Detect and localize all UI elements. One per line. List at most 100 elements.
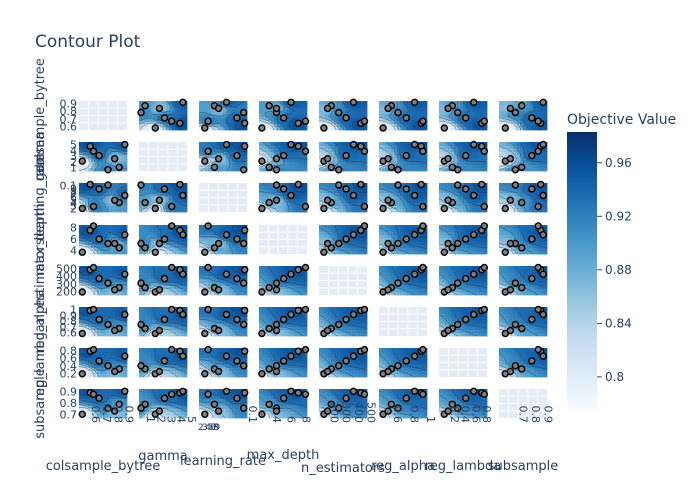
- contour-cell: [280, 110, 284, 115]
- contour-cell: [148, 192, 152, 197]
- contour-cell: [223, 250, 227, 255]
- contour-cell: [184, 113, 188, 118]
- trial-marker: [78, 288, 87, 296]
- contour-cell: [544, 113, 548, 118]
- contour-cell: [457, 199, 461, 203]
- contour-cell: [463, 101, 467, 105]
- trial-marker: [294, 142, 302, 151]
- contour-cell: [163, 205, 167, 210]
- contour-cell: [529, 142, 533, 146]
- contour-cell: [508, 145, 512, 149]
- contour-cell: [532, 126, 536, 131]
- contour-cell: [184, 110, 188, 115]
- contour-cell: [334, 205, 338, 210]
- contour-cell: [346, 161, 350, 165]
- contour-cell: [466, 120, 470, 124]
- contour-cell: [355, 208, 359, 213]
- contour-cell: [484, 154, 488, 159]
- trial-marker: [121, 140, 129, 149]
- contour-cell: [169, 110, 173, 115]
- contour-cell: [211, 126, 215, 131]
- contour-cell: [499, 237, 503, 242]
- contour-cell: [172, 275, 176, 280]
- contour-cell: [412, 202, 416, 206]
- contour-cell: [523, 126, 527, 131]
- contour-cell: [151, 275, 155, 280]
- contour-cell: [463, 228, 467, 232]
- contour-cell: [202, 145, 206, 149]
- contour-cell: [448, 120, 452, 124]
- contour-cell: [88, 291, 92, 296]
- contour-cell: [106, 192, 110, 197]
- contour-cell: [424, 244, 428, 248]
- contour-cell: [382, 148, 386, 153]
- contour-cell: [283, 208, 287, 213]
- trial-marker: [444, 154, 452, 163]
- contour-cell: [202, 117, 206, 121]
- trial-marker: [462, 151, 470, 160]
- contour-cell: [202, 237, 206, 242]
- contour-cell: [409, 164, 413, 169]
- trial-marker: [137, 239, 145, 248]
- contour-cell: [382, 231, 386, 236]
- contour-cell: [349, 113, 353, 118]
- contour-cell: [331, 110, 335, 115]
- contour-cell: [232, 225, 236, 229]
- contour-cell: [271, 113, 275, 118]
- contour-cell: [499, 126, 503, 131]
- contour-cell: [109, 154, 113, 159]
- contour-panel-colsample_bytree-vs-max_depth: [78, 222, 129, 256]
- contour-cell: [445, 148, 449, 153]
- contour-cell: [424, 126, 428, 131]
- contour-cell: [238, 225, 242, 229]
- contour-cell: [238, 120, 242, 124]
- contour-cell: [91, 231, 95, 236]
- contour-cell: [472, 161, 476, 165]
- contour-cell: [415, 158, 419, 162]
- contour-cell: [226, 164, 230, 169]
- contour-cell: [298, 104, 302, 108]
- contour-cell: [538, 234, 542, 239]
- trial-marker: [280, 185, 288, 193]
- contour-cell: [142, 225, 146, 229]
- contour-cell: [118, 145, 122, 149]
- contour-cell: [217, 225, 221, 229]
- contour-cell: [118, 282, 122, 286]
- contour-cell: [292, 110, 296, 115]
- contour-cell: [199, 231, 203, 236]
- contour-cell: [175, 205, 179, 210]
- contour-cell: [217, 117, 221, 121]
- contour-cell: [232, 120, 236, 124]
- contour-cell: [505, 142, 509, 146]
- trial-marker: [294, 119, 302, 128]
- contour-cell: [211, 282, 215, 286]
- contour-cell: [277, 117, 281, 121]
- contour-cell: [208, 145, 212, 149]
- contour-cell: [226, 285, 230, 289]
- contour-cell: [331, 195, 335, 200]
- contour-cell: [169, 123, 173, 128]
- contour-cell: [502, 234, 506, 239]
- contour-cell: [445, 113, 449, 118]
- contour-cell: [457, 151, 461, 156]
- contour-cell: [280, 158, 284, 162]
- contour-cell: [124, 237, 128, 242]
- contour-cell: [85, 186, 89, 190]
- contour-cell: [277, 123, 281, 128]
- contour-cell: [232, 107, 236, 112]
- contour-cell: [211, 266, 215, 270]
- contour-line: [209, 141, 248, 163]
- contour-cell: [82, 234, 86, 239]
- contour-cell: [406, 247, 410, 252]
- trial-marker: [280, 114, 288, 122]
- contour-cell: [82, 145, 86, 149]
- contour-line: [352, 182, 368, 193]
- contour-cell: [202, 231, 206, 236]
- contour-cell: [469, 225, 473, 229]
- contour-cell: [109, 161, 113, 165]
- contour-cell: [118, 275, 122, 280]
- contour-cell: [532, 250, 536, 255]
- contour-cell: [451, 241, 455, 245]
- contour-cell: [103, 142, 107, 146]
